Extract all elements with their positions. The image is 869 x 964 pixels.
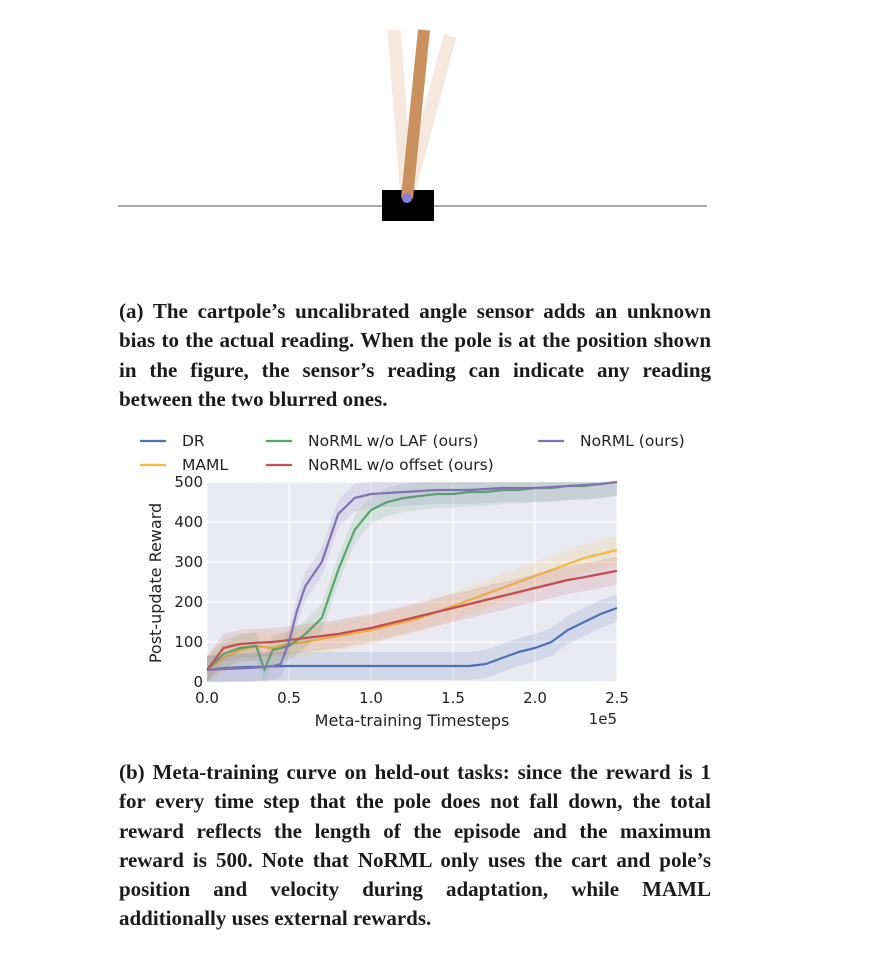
y-tick-label: 500	[174, 473, 203, 491]
series-band	[207, 536, 617, 682]
x-tick-label: 0.0	[195, 689, 219, 707]
y-axis-label: Post-update Reward	[146, 503, 165, 663]
legend-label: NoRML w/o offset (ours)	[308, 456, 494, 474]
x-axis-label: Meta-training Timesteps	[315, 711, 510, 730]
y-tick-label: 100	[174, 633, 203, 651]
series-line	[206, 548, 618, 671]
y-tick-label: 300	[174, 553, 203, 571]
x-tick-label: 1.5	[441, 689, 465, 707]
x-offset-label: 1e5	[589, 710, 617, 728]
series-band	[207, 594, 617, 682]
legend: DR MAML NoRML w/o LAF (ours) NoRML w/o offs…	[140, 432, 685, 474]
series-band	[207, 556, 617, 682]
legend-label: NoRML (ours)	[580, 432, 685, 450]
pole	[401, 29, 430, 199]
series-band	[207, 482, 617, 682]
y-tick-label: 200	[174, 593, 203, 611]
series-lines	[206, 480, 618, 682]
series-line	[206, 480, 618, 672]
y-tick-label: 0	[193, 673, 203, 691]
series-line	[206, 569, 618, 671]
series-band	[207, 482, 617, 682]
legend-label: DR	[182, 432, 205, 450]
legend-label: MAML	[182, 456, 228, 474]
meta-training-chart: DR MAML NoRML w/o LAF (ours) NoRML w/o offs…	[140, 432, 685, 730]
tick-labels: 0.0 0.5 1.0 1.5 2.0 2.5 0 100 200 300 400 500	[174, 473, 629, 707]
caption-b: (b) Meta-training curve on held-out task…	[119, 760, 711, 931]
x-tick-label: 1.0	[359, 689, 383, 707]
cartpole-figure	[118, 29, 707, 221]
legend-label: NoRML w/o LAF (ours)	[308, 432, 478, 450]
pole-axle	[402, 193, 412, 203]
x-tick-label: 2.0	[523, 689, 547, 707]
x-tick-label: 0.5	[277, 689, 301, 707]
x-tick-label: 2.5	[605, 689, 629, 707]
y-tick-label: 400	[174, 513, 203, 531]
caption-a: (a) The cartpole’s uncalibrated angle se…	[119, 299, 711, 411]
